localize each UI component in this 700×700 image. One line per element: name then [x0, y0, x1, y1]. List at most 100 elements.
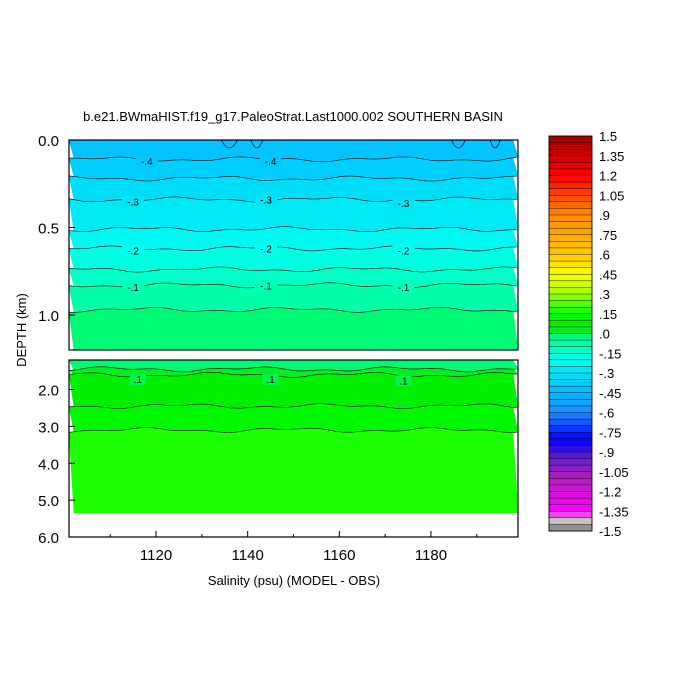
colorbar-label: .0	[599, 327, 610, 342]
colorbar-label: .3	[599, 287, 610, 302]
colorbar-swatch	[548, 234, 593, 242]
colorbar-label: -1.35	[599, 504, 629, 519]
colorbar-swatch	[548, 267, 593, 275]
colorbar-swatch	[548, 227, 593, 236]
colorbar-label: -1.2	[599, 485, 621, 500]
contour-label-bg	[392, 245, 415, 257]
colorbar-swatch	[548, 464, 593, 473]
colorbar-swatch	[548, 511, 593, 519]
colorbar-swatch	[548, 478, 593, 486]
contour-line	[68, 427, 517, 433]
colorbar-swatch	[548, 221, 593, 229]
colorbar-swatch	[548, 280, 593, 288]
contour-label: -.4	[141, 157, 153, 168]
upper-panel-frame	[68, 139, 519, 351]
colorbar-swatch	[548, 333, 593, 341]
upper-panel	[68, 139, 519, 351]
y-tick-label: 0.5	[38, 221, 59, 238]
colorbar-swatch	[548, 445, 593, 453]
y-tick-label: 2.0	[38, 383, 59, 400]
colorbar-label: 1.2	[599, 169, 617, 184]
colorbar-swatch	[548, 339, 593, 348]
contour-line	[69, 403, 517, 410]
contour-label-bg	[135, 156, 158, 167]
x-tick-label: 1120	[140, 547, 172, 564]
contour-label-bg	[122, 196, 145, 208]
y-axis-label: DEPTH (km)	[14, 293, 29, 367]
colorbar-label: -.9	[599, 445, 614, 460]
colorbar-swatch	[548, 135, 593, 144]
axes: 1120 1140 1160 1180 0.0 0.5 1.0 2.0 3.0 4.0 5.0 6.0	[38, 133, 478, 564]
colorbar-label: 1.35	[599, 149, 624, 164]
colorbar-label: .6	[599, 248, 610, 263]
colorbar-frame	[548, 135, 593, 532]
colorbar-label: -1.5	[599, 524, 621, 539]
colorbar-swatch	[548, 175, 593, 183]
colorbar: 1.5 1.35 1.2 1.05 .9 .75 .6 .45 .3 .15 .0 -.15 -.3 -.…	[548, 129, 629, 539]
colorbar-swatch	[548, 254, 593, 262]
contour-label: -.4	[265, 157, 277, 168]
colorbar-swatch	[548, 425, 593, 433]
colorbar-swatch	[548, 504, 593, 512]
contour-line	[68, 366, 516, 373]
contour-label: -.2	[398, 246, 410, 257]
x-tick-label: 1140	[232, 547, 264, 564]
contour-label: -.2	[127, 246, 139, 257]
contour-label-bg	[255, 243, 278, 255]
contour-label: -.1	[260, 281, 272, 292]
colorbar-swatch	[548, 142, 593, 150]
colorbar-label: -.45	[599, 386, 621, 401]
y-tick-label: 3.0	[38, 419, 59, 436]
contour-labels: -.4 -.4 -.3 -.3 -.3 -.2 -.2 -.2 -.1 -.1 -.1 .1 .1 .1	[122, 156, 415, 387]
contour-label-bg	[129, 374, 146, 386]
colorbar-swatch	[548, 359, 593, 367]
colorbar-swatch	[548, 451, 593, 460]
colorbar-swatch	[548, 313, 593, 321]
colorbar-label: -.6	[599, 406, 614, 421]
no-data-region	[69, 513, 518, 537]
contour-label-bg	[259, 156, 282, 167]
colorbar-label: .9	[599, 208, 610, 223]
contour-line	[68, 226, 517, 232]
colorbar-swatch	[548, 491, 593, 499]
chart-title: b.e21.BWmaHIST.f19_g17.PaleoStrat.Last10…	[83, 109, 503, 124]
contour-label: -.2	[260, 245, 272, 256]
y-tick-label: 5.0	[38, 493, 59, 510]
colorbar-swatch	[548, 320, 593, 328]
colorbar-swatch	[548, 162, 593, 170]
colorbar-label: .75	[599, 228, 617, 243]
colorbar-swatch	[548, 287, 593, 295]
colorbar-swatch	[548, 372, 593, 381]
colorbar-label: 1.05	[599, 188, 624, 203]
contour-label-bg	[255, 280, 278, 292]
contour-label: -.1	[127, 283, 139, 294]
contour-line	[68, 306, 517, 313]
colorbar-label: .15	[599, 307, 617, 322]
colorbar-swatch	[548, 148, 593, 157]
x-tick-label: 1160	[323, 547, 355, 564]
colorbar-label: -.3	[599, 366, 614, 381]
colorbar-swatch	[548, 346, 593, 354]
contour-label: -.3	[260, 196, 272, 207]
y-tick-label: 6.0	[38, 530, 59, 547]
contour-label-bg	[395, 375, 412, 387]
colorbar-swatch	[548, 201, 593, 209]
colorbar-swatch	[548, 484, 593, 493]
contour-label: .1	[266, 375, 275, 386]
y-tick-label: 1.0	[38, 308, 59, 325]
colorbar-swatch	[548, 247, 593, 255]
contour-line	[68, 175, 516, 182]
colorbar-swatch	[548, 274, 593, 282]
colorbar-swatch	[548, 353, 593, 361]
colorbar-swatch	[548, 438, 593, 446]
contour-label-bg	[255, 194, 278, 206]
contour-label: .1	[134, 375, 143, 386]
colorbar-label: -1.05	[599, 465, 629, 480]
colorbar-label: -.75	[599, 425, 621, 440]
y-tick-label: 4.0	[38, 456, 59, 473]
colorbar-swatch	[548, 214, 593, 223]
upper-panel-band	[68, 306, 519, 351]
colorbar-swatch	[548, 385, 593, 394]
contour-line	[68, 266, 517, 273]
